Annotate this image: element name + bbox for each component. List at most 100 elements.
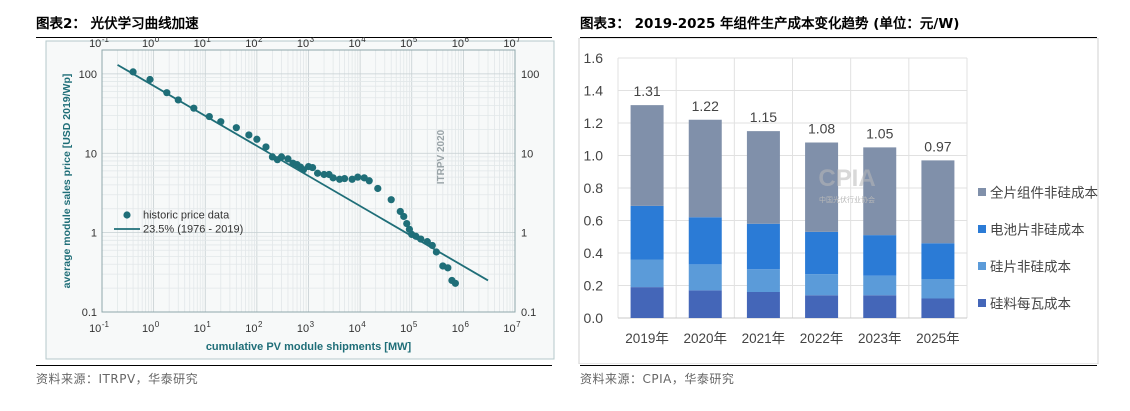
bar-segment [746,269,780,292]
bar-segment [921,279,955,299]
bar-total-label: 1.05 [866,125,893,141]
legend-label: 硅料每瓦成本 [990,297,1071,312]
figure-3-title: 图表3： 2019-2025 年组件生产成本变化趋势 (单位：元/W) [580,16,960,32]
price-data-point [340,174,349,183]
bar-segment [630,205,664,260]
y-tick-label: 10 [85,148,97,160]
price-data-point [146,75,154,84]
price-data-point [284,155,292,163]
legend-swatch [978,299,986,307]
bar-segment [805,274,839,296]
price-data-point [262,143,270,151]
figure-2-source: 资料来源：ITRPV，华泰研究 [36,372,199,386]
bar-segment [805,231,839,275]
learning-curve-panel: 图表2： 光伏学习曲线加速 ITRPV 2020 10-1 10-1 100 100 10… [0,0,560,411]
y-tick-label: 1.0 [584,148,604,164]
bar-total-label: 1.08 [808,121,835,137]
price-data-point [308,163,317,172]
bar-segment [630,287,664,318]
price-data-point [232,124,240,132]
cost-trend-chart: 0.0 0.2 0.4 0.6 0.8 1.0 1.2 1.4 1.6 1.31 2019年 1.22… [578,38,1099,364]
legend-marker-points [123,211,131,219]
learning-curve-chart: ITRPV 202010-110-11001001011011021021031… [45,37,555,360]
bar-total-label: 1.15 [750,109,777,125]
y-tick-label: 0.2 [584,278,604,294]
figure-3-source: 资料来源：CPIA，华泰研究 [580,372,735,386]
bar-segment [688,290,722,318]
bar-segment [746,223,780,270]
y-right-tick-label: 100 [521,69,539,81]
cpia-watermark: CPIA [818,165,875,192]
price-data-point [320,170,328,179]
footer-divider [580,365,1097,366]
y-tick-label: 1.4 [584,83,604,99]
bar-segment [805,295,839,318]
price-data-point [245,131,253,139]
price-data-point [451,279,459,287]
bar-total-label: 1.22 [692,98,719,114]
chart-frame [578,38,1099,364]
price-data-point [354,173,362,181]
price-data-point [403,219,411,228]
legend-swatch [978,225,986,233]
title-divider [36,37,552,38]
legend-label-points: historic price data [143,210,230,222]
plot-border [101,49,516,313]
price-data-point [396,207,404,216]
cost-trend-panel: 图表3： 2019-2025 年组件生产成本变化趋势 (单位：元/W) 0.0 0… [575,0,1130,411]
figure-2-title: 图表2： 光伏学习曲线加速 [36,16,199,32]
chart-frame [45,40,555,360]
price-data-point [329,174,337,182]
y-axis-label: average module sales price [USD 2019/Wp] [61,74,73,289]
price-data-point [253,135,261,143]
y-tick-label: 0.4 [584,245,604,261]
bar-total-label: 0.97 [924,138,951,154]
bar-segment [863,235,897,276]
bar-segment [688,119,722,218]
y-tick-label: 0.6 [584,213,604,229]
price-data-point [444,264,452,272]
x-tick-label: 2021年 [742,331,786,346]
bar-segment [921,160,955,244]
footer-divider [36,365,552,366]
bar-segment [863,275,897,296]
y-right-tick-label: 1 [521,228,527,240]
x-tick-label: 2022年 [800,331,844,346]
y-tick-label: 0.0 [584,310,604,326]
legend-label-line: 23.5% (1976 - 2019) [143,224,243,236]
price-data-point [387,196,395,204]
price-data-point [348,175,356,183]
itrpv-watermark: ITRPV 2020 [436,129,447,184]
bar-segment [863,295,897,318]
bar-segment [630,259,664,288]
y-tick-label: 1.2 [584,115,604,131]
y-right-tick-label: 0.1 [521,307,536,319]
bar-segment [805,142,839,232]
bar-segment [921,243,955,279]
legend-label: 硅片非硅成本 [990,260,1071,275]
y-tick-label: 0.1 [82,307,97,319]
bar-segment [688,217,722,265]
price-data-point [313,169,322,177]
price-data-point [365,177,373,185]
x-axis-label: cumulative PV module shipments [MW] [206,341,412,353]
x-tick-label: 2025年 [916,331,960,346]
fit-line [117,64,489,282]
y-tick-label: 1 [91,228,97,240]
x-tick-label: 2019年 [625,331,669,346]
bar-segment [630,105,664,206]
y-right-tick-label: 10 [521,148,533,160]
x-tick-label: 2023年 [858,331,902,346]
x-tick-label: 2020年 [683,331,727,346]
bar-segment [746,131,780,224]
cpia-watermark-sub: 中国光伏行业协会 [819,195,875,204]
price-data-point [374,184,382,193]
bar-segment [746,292,780,318]
legend-swatch [978,262,986,270]
bar-segment [921,298,955,318]
legend-label: 全片组件非硅成本 [990,185,1098,201]
price-data-point [400,212,408,221]
bar-total-label: 1.31 [633,83,660,99]
y-tick-label: 0.8 [584,180,604,196]
y-tick-label: 1.6 [584,50,604,66]
